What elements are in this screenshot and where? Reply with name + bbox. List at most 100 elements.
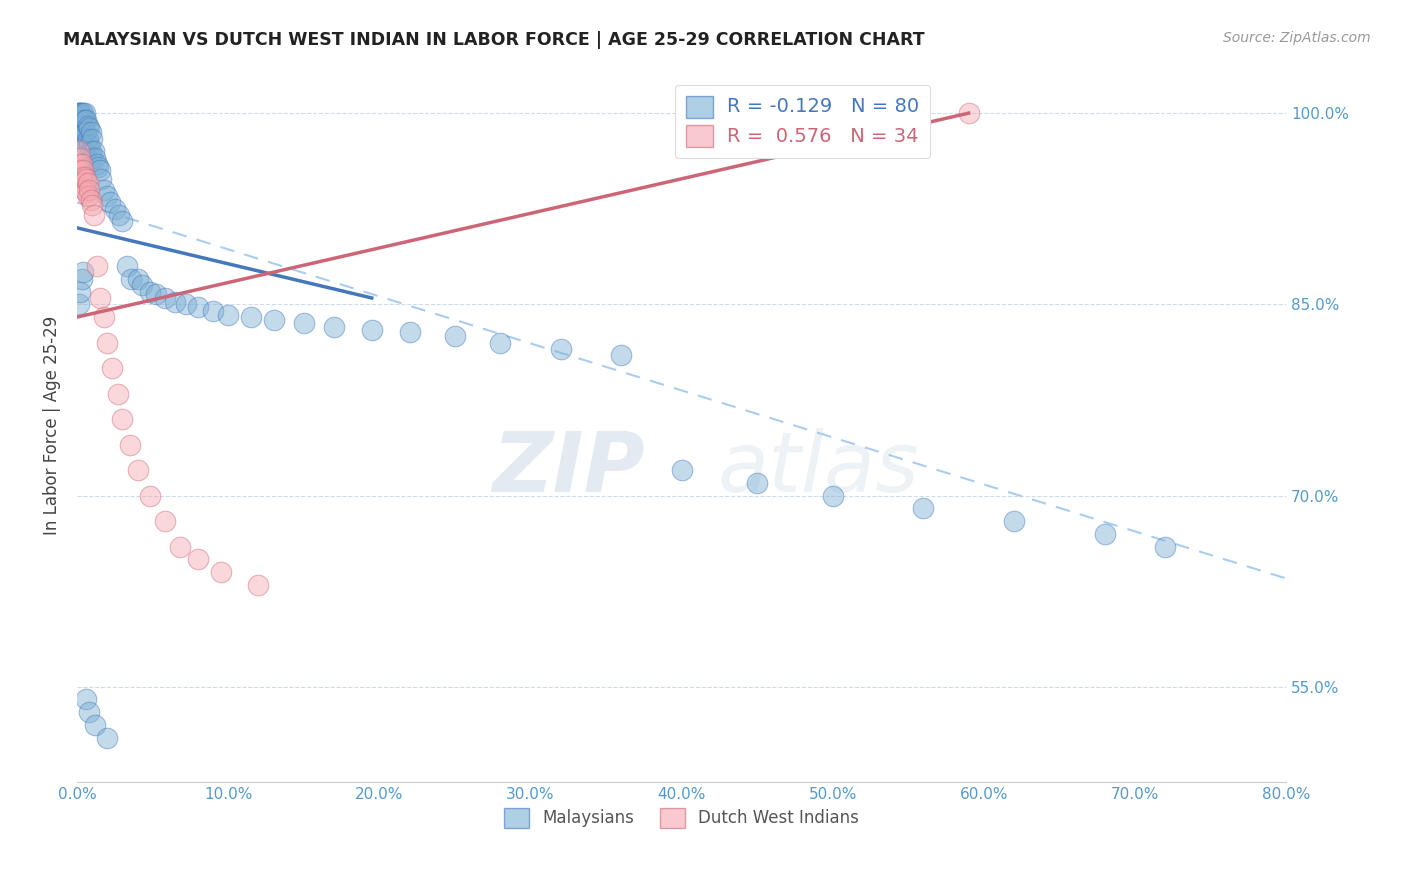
Point xyxy=(75,112,97,127)
Point xyxy=(75,138,97,153)
Point xyxy=(153,514,176,528)
Point xyxy=(67,106,90,120)
Point xyxy=(70,272,93,286)
Text: atlas: atlas xyxy=(718,428,920,508)
Point xyxy=(70,157,93,171)
Point xyxy=(138,489,160,503)
Point xyxy=(70,125,93,139)
Point xyxy=(82,131,104,145)
Point xyxy=(70,169,93,184)
Point xyxy=(76,189,98,203)
Point xyxy=(263,312,285,326)
Point xyxy=(72,176,94,190)
Point xyxy=(98,195,121,210)
Point xyxy=(489,335,512,350)
Point xyxy=(75,172,97,186)
Text: ZIP: ZIP xyxy=(492,428,645,508)
Point xyxy=(69,106,91,120)
Point xyxy=(73,106,96,120)
Point xyxy=(1002,514,1025,528)
Point xyxy=(93,183,115,197)
Point xyxy=(67,157,90,171)
Point xyxy=(86,157,108,171)
Point xyxy=(138,285,160,299)
Y-axis label: In Labor Force | Age 25-29: In Labor Force | Age 25-29 xyxy=(44,316,60,535)
Point xyxy=(76,119,98,133)
Point xyxy=(73,169,96,184)
Point xyxy=(76,176,98,190)
Point xyxy=(69,151,91,165)
Point xyxy=(69,119,91,133)
Point xyxy=(127,463,149,477)
Point xyxy=(67,106,90,120)
Point xyxy=(69,163,91,178)
Point xyxy=(1154,540,1177,554)
Point xyxy=(90,172,112,186)
Point xyxy=(169,540,191,554)
Point xyxy=(73,145,96,159)
Point xyxy=(610,348,633,362)
Point xyxy=(89,163,111,178)
Point xyxy=(82,198,104,212)
Point xyxy=(111,412,134,426)
Point xyxy=(239,310,262,324)
Point xyxy=(76,131,98,145)
Point xyxy=(69,125,91,139)
Point xyxy=(131,278,153,293)
Point xyxy=(398,326,420,340)
Point xyxy=(145,287,167,301)
Point xyxy=(77,705,100,719)
Point xyxy=(202,303,225,318)
Point xyxy=(209,565,232,579)
Point xyxy=(77,121,100,136)
Point xyxy=(671,463,693,477)
Point xyxy=(73,125,96,139)
Point xyxy=(67,106,90,120)
Point xyxy=(72,119,94,133)
Point xyxy=(86,259,108,273)
Text: Source: ZipAtlas.com: Source: ZipAtlas.com xyxy=(1223,31,1371,45)
Point xyxy=(89,291,111,305)
Point xyxy=(93,310,115,324)
Point xyxy=(444,329,467,343)
Point xyxy=(84,718,107,732)
Point xyxy=(72,131,94,145)
Point xyxy=(69,106,91,120)
Point xyxy=(67,145,90,159)
Point xyxy=(69,112,91,127)
Point xyxy=(70,106,93,120)
Point xyxy=(115,259,138,273)
Point xyxy=(127,272,149,286)
Point xyxy=(107,386,129,401)
Point xyxy=(73,183,96,197)
Point xyxy=(67,119,90,133)
Point xyxy=(96,189,118,203)
Point xyxy=(153,291,176,305)
Point xyxy=(1094,526,1116,541)
Point xyxy=(75,692,97,706)
Point xyxy=(72,265,94,279)
Point xyxy=(247,578,270,592)
Point xyxy=(121,272,143,286)
Point xyxy=(174,297,197,311)
Point xyxy=(912,501,935,516)
Point xyxy=(165,294,187,309)
Point xyxy=(80,145,103,159)
Point xyxy=(118,437,141,451)
Point xyxy=(187,552,209,566)
Point xyxy=(80,193,103,207)
Point xyxy=(87,160,110,174)
Point xyxy=(83,208,105,222)
Point xyxy=(323,320,346,334)
Point xyxy=(104,202,127,216)
Point xyxy=(187,300,209,314)
Point xyxy=(111,214,134,228)
Point xyxy=(72,106,94,120)
Point xyxy=(77,183,100,197)
Point xyxy=(70,112,93,127)
Point xyxy=(745,475,768,490)
Point xyxy=(69,285,91,299)
Legend: Malaysians, Dutch West Indians: Malaysians, Dutch West Indians xyxy=(498,801,866,835)
Point xyxy=(217,308,239,322)
Point xyxy=(75,125,97,139)
